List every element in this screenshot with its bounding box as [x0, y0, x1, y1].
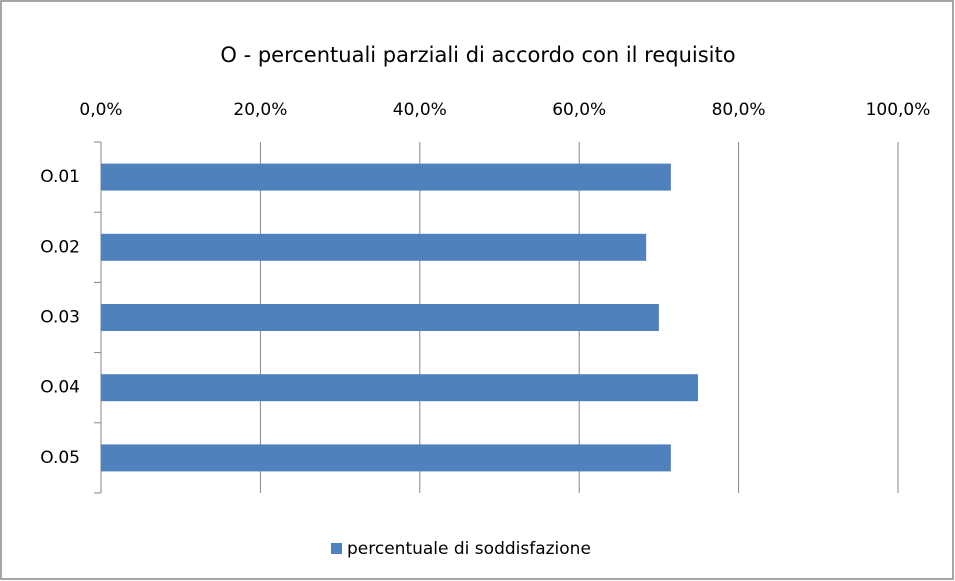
bar — [101, 163, 671, 191]
chart-title: O - percentuali parziali di accordo con … — [220, 43, 735, 67]
bar — [101, 233, 647, 261]
x-tick-label: 40,0% — [393, 100, 447, 120]
x-tick-label: 80,0% — [712, 100, 766, 120]
y-tick-label: O.05 — [40, 448, 80, 468]
x-tick-label: 60,0% — [552, 100, 606, 120]
x-tick-label: 100,0% — [866, 100, 931, 120]
legend-swatch — [331, 543, 342, 554]
y-tick-label: O.04 — [40, 378, 80, 398]
bar — [101, 444, 671, 472]
bar — [101, 304, 659, 331]
bar — [101, 374, 698, 402]
legend-label: percentuale di soddisfazione — [347, 539, 591, 559]
y-tick-label: O.02 — [40, 237, 80, 257]
x-tick-label: 20,0% — [233, 100, 287, 120]
x-tick-label: 0,0% — [79, 100, 122, 120]
y-tick-label: O.01 — [40, 167, 80, 187]
y-tick-label: O.03 — [40, 308, 80, 328]
